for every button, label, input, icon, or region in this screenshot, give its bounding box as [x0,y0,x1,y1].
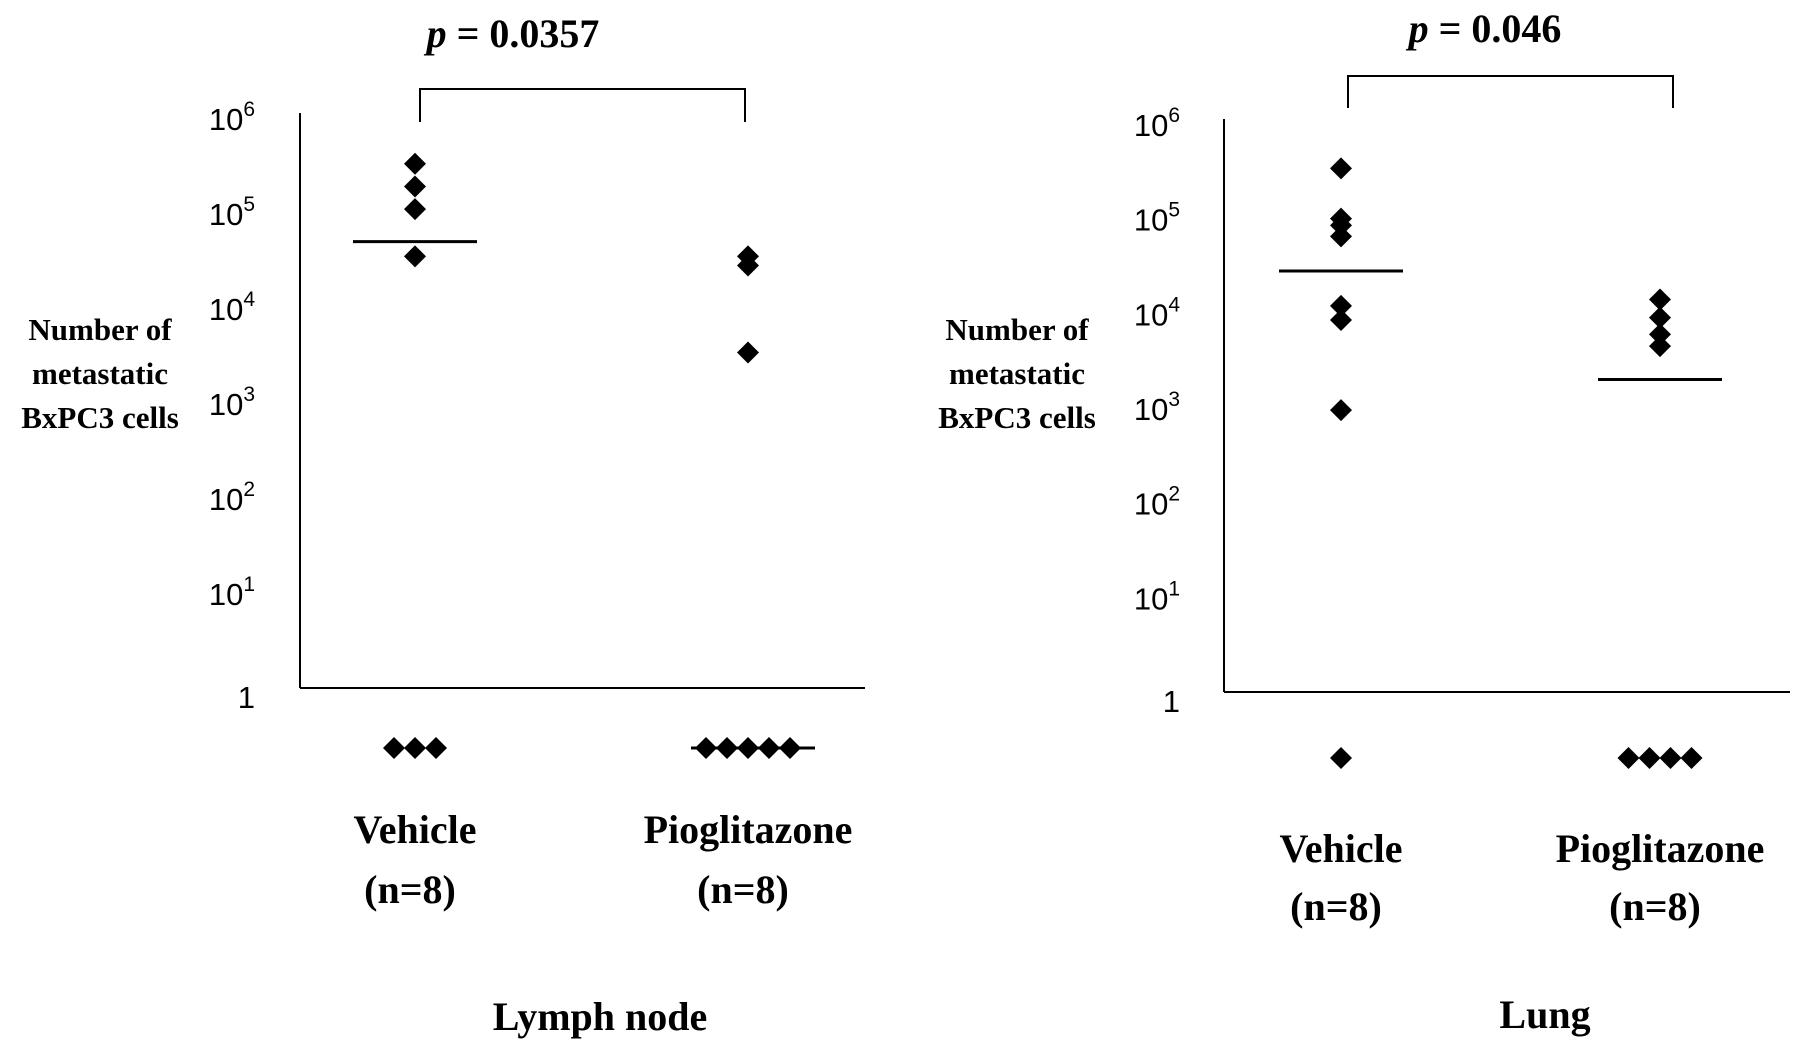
data-point-zero [383,737,405,759]
data-point-zero [1659,747,1682,769]
data-point-zero [1330,747,1352,769]
chart-panel-1: 1 101 102 103 104 105 106 Number of metastatic Bx… [21,11,865,1039]
y-tick-label: 102 [1134,483,1180,522]
y-tick-label: 101 [1134,577,1180,616]
data-point [404,152,426,175]
significance-bracket [1347,75,1674,108]
y-tick-label: 103 [209,383,255,422]
data-point-zero [1617,747,1640,769]
data-point-zero [404,737,426,759]
data-point [1330,157,1352,180]
category-n-label: (n=8) [1609,884,1701,929]
data-point [1649,335,1671,358]
data-point [404,175,426,198]
y-tick-label: 101 [209,573,255,612]
data-point [1330,225,1352,248]
significance-bracket [419,88,746,122]
data-point [1330,399,1352,422]
y-tick-label: 105 [209,193,255,232]
y-tick-label: 104 [209,288,255,327]
y-tick-label: 103 [1134,388,1180,427]
data-point-zero [1680,747,1703,769]
category-label: Vehicle [354,807,477,852]
data-point [1649,306,1671,329]
p-value-label: p = 0.0357 [424,11,600,56]
y-axis-label: metastatic [949,356,1085,391]
data-point-zero [425,737,447,759]
data-point [737,341,759,364]
category-n-label: (n=8) [364,867,456,912]
data-point [1330,214,1352,237]
data-point [1330,294,1352,317]
category-label: Vehicle [1280,826,1403,871]
data-point-zero [1638,747,1661,769]
y-tick-label: 106 [209,98,255,137]
category-label: Pioglitazone [644,807,853,852]
category-n-label: (n=8) [1290,884,1382,929]
data-point [1649,288,1671,311]
y-tick-label: 105 [1134,199,1180,238]
category-n-label: (n=8) [697,867,789,912]
y-axis-label: Number of [28,312,172,347]
y-tick-label: 104 [1134,293,1180,332]
panel-title: Lung [1499,992,1590,1037]
data-point [1330,309,1352,332]
y-tick-label: 1 [238,680,255,715]
y-axis-label: metastatic [32,356,168,391]
p-value-label: p = 0.046 [1406,6,1562,51]
y-axis-label: Number of [945,312,1089,347]
chart-panel-2: 1 101 102 103 104 105 106 Number of metastatic Bx… [938,6,1790,1037]
data-point [1649,323,1671,346]
data-point [404,245,426,268]
data-point [737,254,759,277]
panel-title: Lymph node [493,994,708,1039]
category-label: Pioglitazone [1556,826,1765,871]
y-axis-label: BxPC3 cells [938,400,1096,435]
y-tick-label: 102 [209,478,255,517]
y-tick-label: 1 [1163,684,1180,719]
data-point [404,198,426,221]
y-axis-label: BxPC3 cells [21,400,179,435]
y-tick-label: 106 [1134,104,1180,143]
